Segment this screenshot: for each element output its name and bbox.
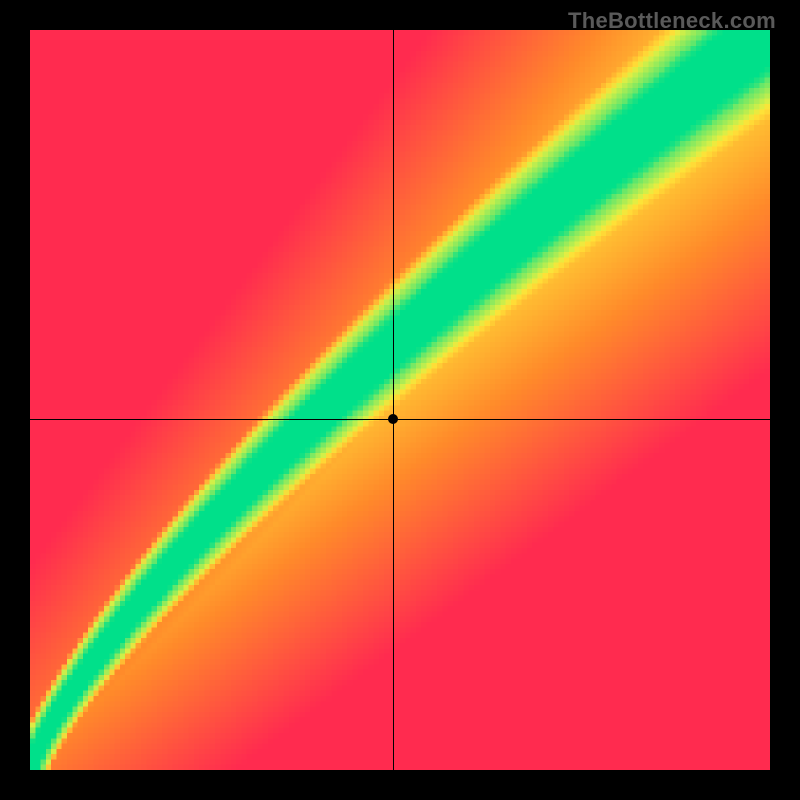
bottleneck-heatmap <box>30 30 770 770</box>
plot-area <box>30 30 770 770</box>
figure-container: TheBottleneck.com <box>0 0 800 800</box>
crosshair-horizontal <box>30 419 770 420</box>
selection-marker-dot <box>388 414 398 424</box>
crosshair-vertical <box>393 30 394 770</box>
watermark-text: TheBottleneck.com <box>568 8 776 34</box>
